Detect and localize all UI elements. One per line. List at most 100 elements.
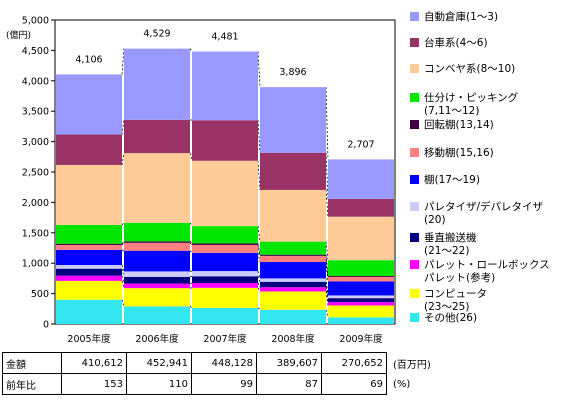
connector-layer xyxy=(121,48,329,318)
bar-segment xyxy=(260,281,326,288)
legend-swatch xyxy=(410,260,419,269)
bar-segment xyxy=(328,260,394,276)
bar-segment xyxy=(192,244,258,253)
legend-entry: 仕分け・ピッキング(7,11〜12) xyxy=(424,91,519,117)
bar-segment xyxy=(192,160,258,227)
bar-segment xyxy=(124,241,190,243)
bar-segment xyxy=(328,159,394,199)
axis-layer: 0 500 1,000 1,500 2,000 2,500 3,000 3,500 4,000 4… xyxy=(6,16,396,345)
bar-segment xyxy=(328,298,394,303)
bar-segment xyxy=(260,261,326,279)
bar-segment xyxy=(192,287,258,308)
bar-segment xyxy=(260,291,326,310)
bar-segment xyxy=(124,283,190,289)
connector-line xyxy=(189,242,193,246)
bar-segment xyxy=(260,152,326,190)
connector-line xyxy=(121,153,125,166)
legend-entry: 回転棚(13,14) xyxy=(424,118,494,131)
bar-segment xyxy=(124,48,190,120)
bar-segment xyxy=(328,281,394,296)
bar-segment xyxy=(56,280,122,300)
connector-line xyxy=(189,241,193,244)
connector-line xyxy=(121,241,125,244)
bar-segment xyxy=(260,309,326,324)
connector-line xyxy=(189,282,193,284)
bar-segment xyxy=(56,244,122,250)
y-tick-label: 4,000 xyxy=(22,76,49,87)
connector-line xyxy=(325,278,329,296)
total-label: 4,529 xyxy=(143,29,170,40)
connector-line xyxy=(121,268,125,277)
y-tick-label: 2,000 xyxy=(22,198,49,209)
bar-segment xyxy=(260,278,326,282)
bar-segment xyxy=(56,265,122,269)
bar-segment xyxy=(56,224,122,244)
connector-line xyxy=(121,299,125,307)
connector-line xyxy=(257,282,261,288)
connector-line xyxy=(257,244,261,256)
bar-segment xyxy=(56,268,122,276)
bar-segment xyxy=(56,74,122,135)
table-cell: 153 xyxy=(61,373,127,395)
connector-line xyxy=(325,261,329,282)
x-tick-label: 2009年度 xyxy=(339,333,383,345)
total-label: 4,481 xyxy=(211,32,238,43)
connector-line xyxy=(189,222,193,227)
connector-line xyxy=(189,306,193,309)
legend-entry: 移動棚(15,16) xyxy=(424,146,494,159)
unit-label: (百万円) xyxy=(393,359,431,371)
bar-segment xyxy=(328,275,394,277)
connector-line xyxy=(121,280,125,289)
legend-entry: コンベヤ系(8〜10) xyxy=(424,63,515,75)
table-cell: 99 xyxy=(191,373,257,395)
connector-line xyxy=(189,153,193,161)
legend-swatch xyxy=(410,313,419,322)
bar-segment xyxy=(56,275,122,281)
connector-line xyxy=(325,287,329,303)
bar-segment xyxy=(260,189,326,242)
bar-segment xyxy=(192,307,258,324)
y-tick-label: 1,000 xyxy=(22,259,49,270)
connector-line xyxy=(257,120,261,153)
x-tick-label: 2005年度 xyxy=(67,333,111,345)
bar-segment xyxy=(124,222,190,242)
connector-line xyxy=(189,275,193,278)
bar-segment xyxy=(260,287,326,292)
connector-line xyxy=(325,255,329,277)
bar-segment xyxy=(192,271,258,277)
legend-swatch xyxy=(410,148,419,157)
connector-line xyxy=(325,87,329,160)
legend-swatch xyxy=(410,233,419,242)
legend-entry: パレタイザ/デパレタイザ(20) xyxy=(424,200,544,226)
connector-line xyxy=(121,249,125,252)
table-cell: 87 xyxy=(256,373,322,395)
bar-segment xyxy=(124,153,190,223)
label-layer: 4,106 4,529 4,481 3,896 2,707 xyxy=(75,29,374,151)
connector-line xyxy=(121,275,125,284)
table-cell: 69 xyxy=(321,373,387,395)
row-label: 前年比 xyxy=(2,373,62,395)
legend: 自動倉庫(1〜3) 台車系(4〜6) コンベヤ系(8〜10) 仕分け・ピッキング(7,… xyxy=(410,10,550,324)
y-tick-label: 2,500 xyxy=(22,168,49,179)
table-cell: 448,128 xyxy=(191,352,257,374)
bar-segment xyxy=(260,254,326,256)
connector-line xyxy=(325,241,329,261)
bar-segment xyxy=(56,243,122,245)
table-row: 前年比 153 110 99 87 69 (%) xyxy=(2,373,435,395)
table-row: 金額 410,612 452,941 448,128 389,607 270,6… xyxy=(2,352,435,374)
bar-segment xyxy=(192,243,258,245)
legend-swatch xyxy=(410,64,419,73)
bar-segment xyxy=(124,306,190,324)
y-tick-label: 4,500 xyxy=(22,46,49,57)
y-tick-label: 3,500 xyxy=(22,107,49,118)
table-cell: 452,941 xyxy=(126,352,192,374)
y-tick-label: 3,000 xyxy=(22,137,49,148)
x-tick-label: 2007年度 xyxy=(203,333,247,345)
connector-line xyxy=(325,152,329,199)
legend-swatch xyxy=(410,38,419,47)
bar-segment xyxy=(260,255,326,262)
total-label: 2,707 xyxy=(347,139,374,150)
bar-segment xyxy=(328,295,394,299)
connector-line xyxy=(257,226,261,242)
legend-entry: 自動倉庫(1〜3) xyxy=(424,10,498,23)
